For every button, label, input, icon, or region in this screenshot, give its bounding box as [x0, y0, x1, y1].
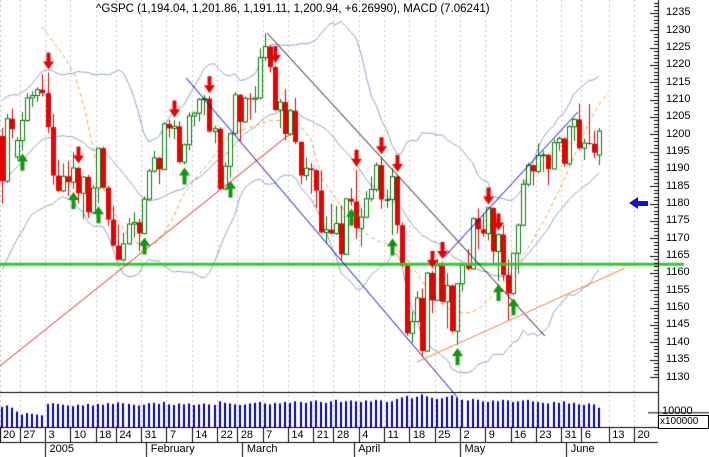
date-tick-label: 10 [73, 429, 87, 441]
month-label: June [570, 443, 595, 455]
date-tick-label: 20 [3, 429, 16, 441]
date-tick-label: 27 [23, 429, 36, 441]
month-label: April [358, 443, 381, 455]
month-label: 2005 [49, 443, 75, 455]
price-axis-label: 1200 [666, 127, 691, 140]
date-tick-label: 31 [564, 429, 577, 441]
price-axis-label: 1210 [666, 93, 691, 106]
date-tick-label: 14 [195, 429, 208, 441]
date-tick-label: 13 [612, 429, 625, 441]
date-tick-label: 9 [488, 429, 495, 441]
arrow-head [629, 197, 638, 210]
price-axis-label: 1150 [666, 301, 690, 314]
price-axis-label: 1130 [666, 370, 690, 383]
month-label: March [246, 443, 278, 455]
price-axis-label: 1190 [666, 162, 690, 175]
price-axis-label: 1165 [666, 249, 690, 262]
month-label: May [464, 443, 486, 455]
chart-title: ^GSPC (1,194.04, 1,201.86, 1,191.11, 1,2… [96, 3, 490, 15]
date-tick-label: 24 [119, 429, 132, 441]
price-axis-label: 1135 [666, 353, 690, 366]
price-axis-label: 1155 [666, 283, 690, 296]
date-tick-label: 7 [266, 429, 273, 441]
date-tick-label: 4 [362, 429, 369, 441]
date-tick-label: 20 [637, 429, 650, 441]
latest-price-arrow-icon [629, 197, 648, 210]
price-axis-label: 1175 [666, 214, 690, 227]
price-axis-label: 1170 [666, 231, 690, 244]
price-axis-label: 1145 [666, 318, 690, 331]
price-axis-label: 1230 [666, 23, 691, 36]
price-axis-label: 1185 [666, 179, 690, 192]
volume-multiplier-box: x100000 [658, 415, 709, 429]
price-axis-label: 1160 [666, 266, 690, 279]
date-tick-label: 22 [220, 429, 233, 441]
date-tick-label: 28 [336, 429, 350, 441]
date-tick-label: 18 [99, 429, 112, 441]
date-tick-label: 31 [144, 429, 157, 441]
date-tick-label: 6 [584, 429, 592, 441]
date-tick-label: 11 [387, 429, 399, 441]
date-tick-label: 16 [514, 429, 527, 441]
date-tick-label: 21 [316, 429, 329, 441]
arrow-shaft [637, 200, 648, 206]
date-tick-label: 7 [169, 429, 177, 441]
price-axis-label: 1195 [666, 145, 690, 158]
date-tick-label: 14 [291, 429, 304, 441]
month-label: February [150, 443, 195, 455]
date-tick-label: 25 [438, 429, 451, 441]
date-tick-label: 18 [412, 429, 426, 441]
date-tick-label: 2 [463, 429, 470, 441]
price-axis-label: 1235 [666, 6, 691, 19]
volume-scale-label: 10000 [662, 405, 693, 417]
date-tick-label: 3 [48, 429, 55, 441]
price-axis-label: 1220 [666, 58, 691, 71]
price-axis-label: 1180 [666, 197, 690, 210]
date-tick-label: 28 [240, 429, 254, 441]
price-axis-label: 1225 [666, 41, 691, 54]
price-axis-label: 1205 [666, 110, 691, 123]
price-axis-label: 1215 [666, 75, 691, 88]
date-tick-label: 23 [539, 429, 552, 441]
price-axis-label: 1140 [666, 335, 690, 348]
